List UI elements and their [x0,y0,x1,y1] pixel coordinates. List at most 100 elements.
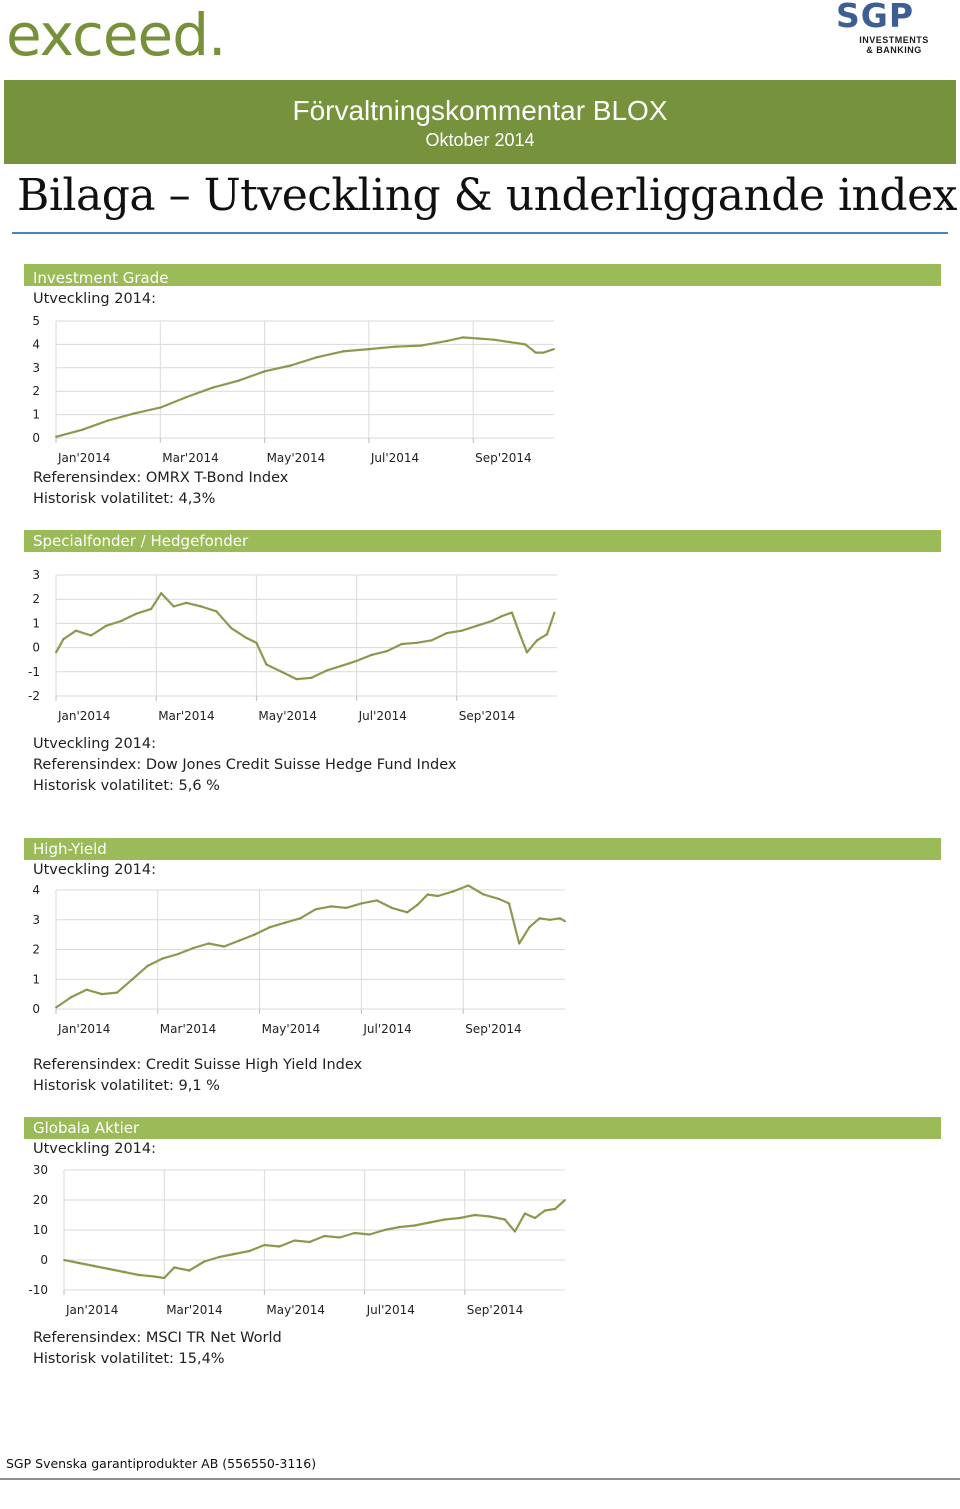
section-bar-hedgefonder [24,530,941,552]
data-point [159,406,162,409]
data-point [278,1245,281,1248]
data-point [310,676,313,679]
series-line [63,1199,566,1280]
data-point [211,386,214,389]
x-tick-label: Jan'2014 [57,451,110,465]
data-point [75,629,77,632]
data-point [116,991,118,994]
chart-hedgefonder: -2 -1 0 1 2 3 Jan'2014 Mar'2014 May'2014 Jul'2014… [24,566,569,728]
development-label-investment-grade: Utveckling 2014: [33,291,157,307]
data-point [542,351,545,354]
series-line [55,884,566,1009]
data-point [477,337,480,340]
data-point [263,370,266,373]
data-point [385,650,388,653]
x-tick-label: May'2014 [267,451,326,465]
data-point [534,351,537,354]
data-point [289,364,292,367]
data-point [63,1259,65,1261]
x-tick-label: Jul'2014 [362,1022,411,1036]
data-point [554,1208,556,1210]
y-tick-label: -1 [28,665,40,679]
data-point [105,624,107,627]
data-point [120,620,123,622]
data-point [536,639,538,642]
data-point [416,903,419,906]
data-point [518,632,521,634]
x-tick-label: Sep'2014 [475,451,531,465]
data-point [323,1235,326,1237]
data-point [146,964,149,967]
series-line [55,336,555,438]
volatility-hedgefonder: Historisk volatilitet: 5,6 % [33,778,220,794]
data-point [238,939,241,942]
data-point [360,902,363,905]
data-point [514,1230,516,1233]
data-point [413,1224,416,1227]
x-tick-label: Mar'2014 [162,451,218,465]
data-point [55,1006,57,1009]
data-point [163,1277,166,1279]
data-point [428,1221,431,1224]
data-point [55,435,57,438]
x-tick-label: May'2014 [258,709,317,723]
reference-hedgefonder: Referensindex: Dow Jones Credit Suisse H… [33,757,457,773]
data-point [452,890,454,893]
banner-title: Förvaltningskommentar BLOX [292,95,668,126]
y-tick-label: 3 [32,568,40,582]
x-tick-label: Sep'2014 [467,1303,523,1317]
data-point [461,336,464,339]
development-label-globala-aktier: Utveckling 2014: [33,1141,157,1157]
data-point [443,1218,446,1221]
section-label-high-yield: High-Yield [33,840,107,858]
data-point [426,893,429,896]
y-tick-label: 2 [32,592,40,606]
data-point [131,978,134,981]
data-point [420,344,422,347]
data-point [85,988,88,991]
x-tick-label: Jan'2014 [65,1303,118,1317]
series-line [55,592,556,681]
x-tick-label: Jul'2014 [370,451,419,465]
x-tick-label: Mar'2014 [160,1022,216,1036]
y-tick-label: 0 [40,1253,48,1267]
data-point [538,917,541,920]
data-point [107,419,110,422]
data-point [391,906,393,909]
data-point [161,957,164,960]
x-tick-label: Mar'2014 [166,1303,222,1317]
x-tick-label: Jan'2014 [57,709,110,723]
data-point [62,638,65,641]
data-point [383,1229,386,1231]
y-tick-label: 5 [32,314,40,328]
footer-rule [0,1478,960,1480]
data-point [528,926,531,929]
y-tick-label: 4 [32,883,40,897]
data-point [268,926,271,929]
data-point [123,1271,126,1273]
data-point [255,641,258,644]
reference-globala-aktier: Referensindex: MSCI TR Net World [33,1330,282,1346]
data-point [564,1199,566,1201]
data-point [518,942,521,945]
development-label-high-yield: Utveckling 2014: [33,862,157,878]
data-point [370,653,373,656]
data-point [185,396,188,398]
data-point [133,412,136,415]
data-point [524,343,527,346]
data-point [367,348,370,350]
data-point [508,902,510,905]
header-banner: Förvaltningskommentar BLOX Oktober 2014 [4,80,956,164]
data-point [263,1244,266,1246]
data-point [345,906,348,909]
x-tick-label: Sep'2014 [459,709,515,723]
data-point [368,1233,371,1236]
data-point [341,350,344,353]
y-tick-label: 1 [32,408,40,422]
data-point [511,611,513,614]
chart-high-yield: 0 1 2 3 4 Jan'2014 Mar'2014 May'2014 Jul'2014 Sep… [24,880,574,1042]
data-point [500,615,503,618]
data-point [233,1253,236,1255]
y-tick-label: 30 [33,1163,48,1177]
y-tick-label: 3 [32,361,40,375]
